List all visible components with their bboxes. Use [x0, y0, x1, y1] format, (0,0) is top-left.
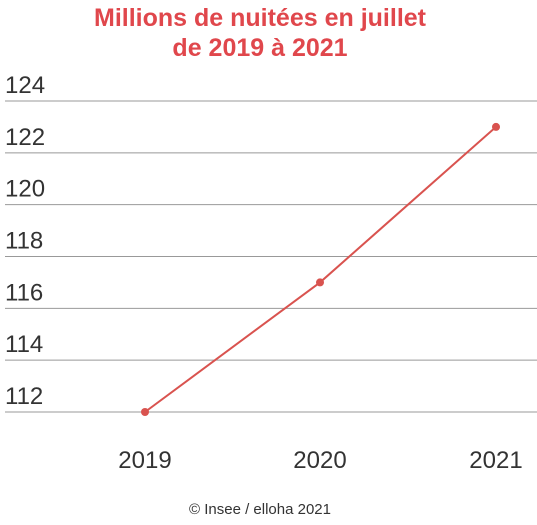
- x-tick-label: 2019: [118, 447, 171, 474]
- x-tick-label: 2020: [293, 447, 346, 474]
- source: © Insee / elloha 2021: [189, 501, 331, 518]
- y-tick-label: 116: [5, 279, 43, 306]
- point: [316, 278, 324, 287]
- chart-title: de 2019 à 2021: [172, 34, 347, 62]
- x-tick-label: 2021: [469, 447, 522, 474]
- chart-title: Millions de nuitées en juillet: [94, 4, 427, 32]
- y-tick-label: 114: [5, 331, 43, 358]
- point: [492, 122, 500, 131]
- line: [144, 126, 497, 413]
- y-tick-label: 112: [5, 383, 43, 410]
- y-tick-label: 120: [5, 176, 45, 203]
- y-tick-label: 124: [5, 72, 45, 99]
- point: [141, 408, 149, 416]
- y-tick-label: 122: [5, 124, 45, 151]
- y-tick-label: 118: [5, 228, 43, 255]
